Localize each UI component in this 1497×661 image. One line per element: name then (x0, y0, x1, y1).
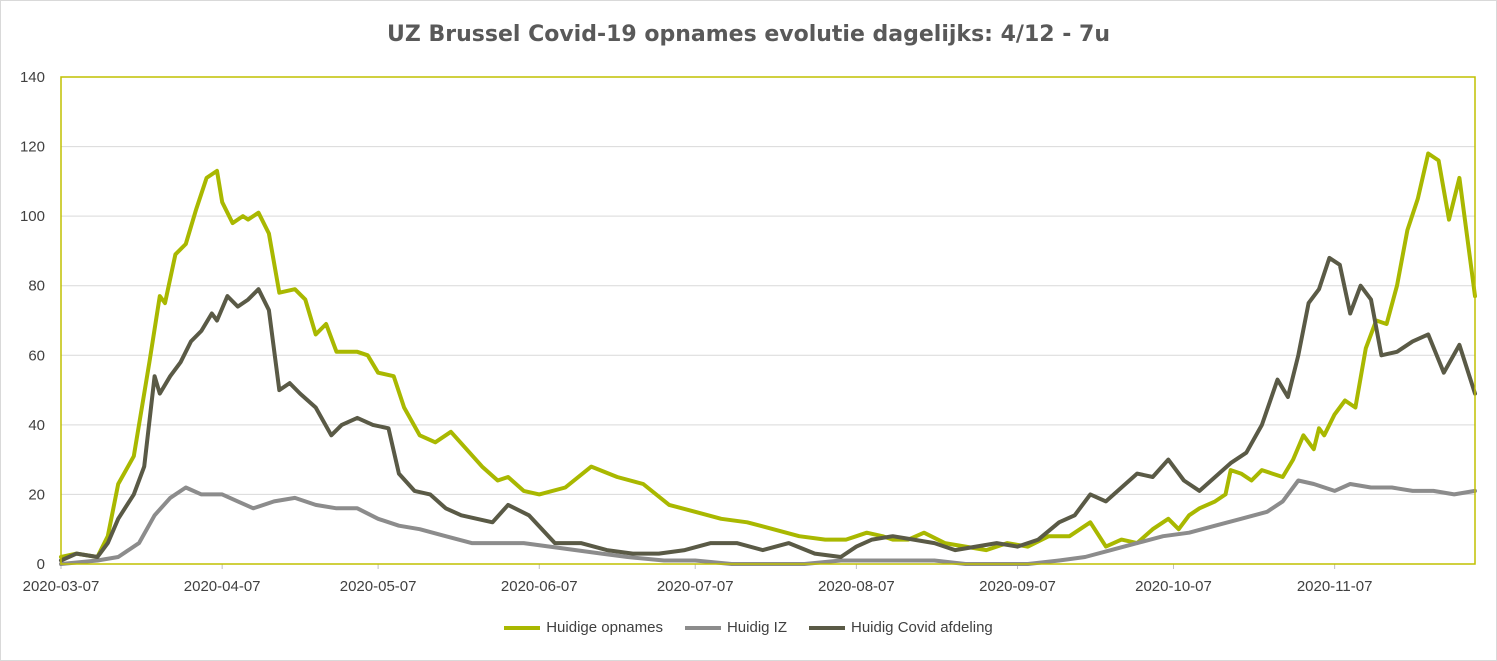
legend-swatch (809, 625, 845, 630)
x-tick-label: 2020-11-07 (1297, 578, 1373, 595)
y-tick-label: 100 (20, 208, 45, 225)
y-tick-label: 80 (28, 278, 45, 295)
y-tick-label: 60 (28, 347, 45, 364)
x-tick-label: 2020-05-07 (340, 578, 417, 595)
y-tick-label: 20 (28, 486, 45, 503)
legend-label: Huidig IZ (726, 619, 787, 636)
legend-label: Huidige opnames (546, 619, 663, 636)
legend-item: Huidig Covid afdeling (809, 619, 993, 636)
series-line-2 (59, 478, 1477, 566)
y-tick-label: 0 (37, 556, 45, 573)
legend-swatch (684, 625, 721, 630)
x-tick-label: 2020-08-07 (818, 578, 895, 595)
x-tick-label: 2020-07-07 (657, 578, 734, 595)
legend: Huidige opnames Huidig IZ Huidig Covid afd… (0, 619, 1497, 636)
x-tick-label: 2020-04-07 (184, 578, 261, 595)
legend-item: Huidig IZ (684, 619, 787, 636)
x-tick-label: 2020-09-07 (979, 578, 1056, 595)
legend-label: Huidig Covid afdeling (851, 619, 993, 636)
y-tick-label: 120 (20, 139, 45, 156)
chart-title: UZ Brussel Covid-19 opnames evolutie dag… (387, 22, 1110, 47)
x-tick-label: 2020-03-07 (23, 578, 100, 595)
y-axis-ticks: 0 20 40 60 80 100 120 140 (20, 69, 45, 573)
gridlines (61, 76, 1475, 495)
plot-area-border (60, 76, 1476, 565)
x-axis-ticks: 2020-03-07 2020-04-07 2020-05-07 2020-06-07… (23, 564, 1373, 595)
x-tick-label: 2020-10-07 (1135, 578, 1212, 595)
series-lines (59, 151, 1477, 566)
x-tick-label: 2020-06-07 (501, 578, 578, 595)
series-line-1 (59, 151, 1477, 559)
legend-swatch (504, 625, 541, 630)
y-tick-label: 40 (28, 417, 45, 434)
legend-item: Huidige opnames (504, 619, 663, 636)
y-tick-label: 140 (20, 69, 45, 86)
series-line-3 (59, 255, 1477, 563)
